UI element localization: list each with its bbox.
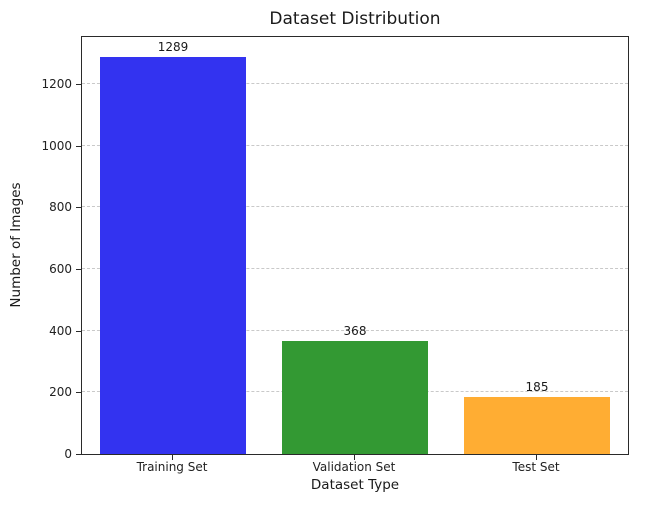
x-tick-label-training-set: Training Set [136, 460, 208, 474]
bar-value-label-training-set: 1289 [157, 39, 189, 54]
y-tick-mark-200 [76, 392, 81, 394]
y-tick-mark-600 [76, 269, 81, 271]
y-tick-mark-1000 [76, 145, 81, 147]
y-tick-label-400: 400 [49, 323, 72, 338]
gridline-y-400 [82, 329, 628, 331]
gridline-y-1200 [82, 83, 628, 85]
x-axis-label: Dataset Type [310, 477, 400, 493]
y-tick-label-1000: 1000 [41, 138, 72, 153]
bar-test-set [464, 396, 610, 454]
x-tick-mark-test-set [536, 455, 537, 460]
plot-area: 1289 368 185 [81, 36, 629, 455]
y-tick-label-1200: 1200 [41, 77, 72, 92]
x-tick-label-validation-set: Validation Set [312, 460, 396, 474]
y-tick-mark-800 [76, 207, 81, 209]
chart-title: Dataset Distribution [269, 9, 441, 29]
y-tick-mark-400 [76, 330, 81, 332]
y-tick-label-200: 200 [49, 385, 72, 400]
bar-training-set [100, 56, 246, 454]
gridline-y-600 [82, 268, 628, 270]
y-tick-label-800: 800 [49, 200, 72, 215]
y-tick-mark-0 [76, 454, 81, 455]
y-tick-label-600: 600 [49, 262, 72, 277]
bar-validation-set [282, 340, 428, 454]
x-tick-mark-training-set [172, 455, 173, 460]
y-tick-label-0: 0 [64, 447, 72, 461]
bar-value-label-test-set: 185 [525, 379, 549, 394]
x-tick-label-test-set: Test Set [512, 460, 560, 474]
y-tick-mark-1200 [76, 84, 81, 86]
x-tick-mark-validation-set [354, 455, 355, 460]
gridline-y-1000 [82, 144, 628, 146]
bar-value-label-validation-set: 368 [343, 323, 367, 338]
gridline-y-800 [82, 206, 628, 208]
